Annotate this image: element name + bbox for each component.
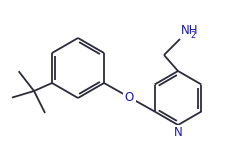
Text: O: O xyxy=(125,91,134,104)
Text: NH: NH xyxy=(181,24,199,37)
Text: N: N xyxy=(174,126,182,139)
Text: 2: 2 xyxy=(190,31,195,40)
